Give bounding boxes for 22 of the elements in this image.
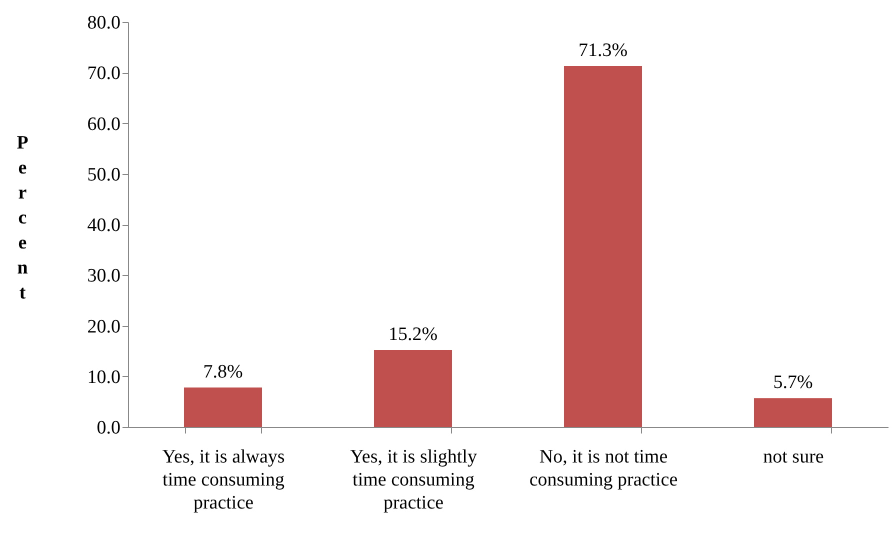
bar [184,388,262,427]
data-label: 5.7% [773,372,813,394]
y-axis-title: Percent [16,132,29,304]
y-tick-label: 10.0 [87,366,120,388]
y-tick-label: 80.0 [87,12,120,34]
data-label: 7.8% [203,362,243,383]
data-label: 71.3% [578,40,628,62]
y-tick-label: 0.0 [96,418,120,438]
y-tick-label: 40.0 [87,215,120,236]
y-tick-label: 20.0 [87,316,120,338]
x-tick-label: not sure [763,446,824,468]
bar [374,350,452,427]
y-tick-label: 30.0 [87,266,120,287]
bar [754,398,832,427]
y-tick-label: 60.0 [87,114,120,135]
bar [564,66,642,427]
x-tick-label: Yes, it is slightly time consuming practice [350,446,478,514]
x-tick-label: Yes, it is always time consuming practice [162,446,285,514]
data-label: 15.2% [388,324,438,346]
y-tick-label: 70.0 [87,63,120,84]
x-tick-label: No, it is not time consuming practice [529,446,678,490]
y-tick-label: 50.0 [87,164,120,186]
